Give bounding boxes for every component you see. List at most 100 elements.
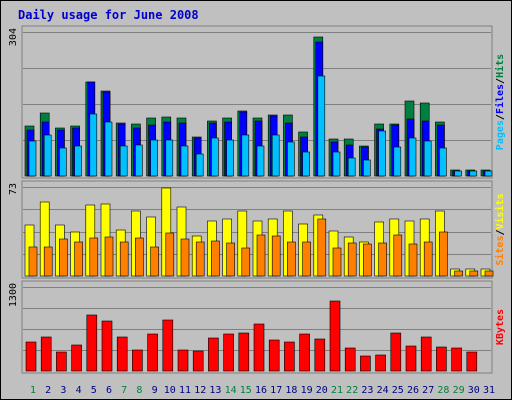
x-tick-label: 10 [164, 385, 176, 396]
series-sites [28, 218, 494, 277]
x-tick-label: 22 [346, 385, 358, 396]
bar-sites [89, 237, 99, 277]
x-tick-label: 21 [331, 385, 343, 396]
bar-sites [317, 218, 327, 277]
bar-sites [43, 246, 53, 277]
bar-kbytes [344, 347, 356, 372]
series-kbytes [25, 300, 478, 372]
bar-pages [271, 134, 280, 177]
legend-pages: Pages [495, 120, 506, 150]
x-tick-label: 11 [179, 385, 191, 396]
x-tick-label: 19 [301, 385, 313, 396]
x-tick-label: 13 [209, 385, 221, 396]
bar-kbytes [162, 319, 174, 372]
bar-kbytes [436, 346, 447, 372]
x-tick-label: 28 [437, 385, 449, 396]
bar-sites [241, 247, 251, 277]
bar-kbytes [132, 349, 143, 372]
bar-kbytes [451, 347, 462, 372]
x-tick-label: 17 [270, 385, 282, 396]
bar-pages [28, 140, 37, 177]
bar-pages [484, 170, 493, 177]
bar-pages [74, 145, 82, 177]
bar-kbytes [238, 332, 250, 372]
bar-sites [393, 234, 403, 277]
bar-pages [256, 145, 265, 177]
bar-sites [271, 235, 281, 277]
bar-sites [59, 238, 68, 277]
bar-sites [28, 246, 38, 277]
bar-pages [393, 146, 402, 177]
bar-pages [211, 137, 219, 177]
bar-kbytes [177, 349, 189, 372]
x-tick-label: 18 [285, 385, 297, 396]
bar-kbytes [390, 332, 402, 372]
max-value-label: 304 [8, 28, 19, 46]
bar-pages [165, 139, 174, 177]
x-tick-label: 4 [76, 385, 82, 396]
x-tick-label: 26 [407, 385, 419, 396]
legend-sites: Sites [494, 236, 506, 266]
max-value-label: 1300 [8, 283, 19, 307]
bar-pages [378, 130, 386, 177]
side-legend: KBytes [495, 309, 506, 345]
bar-kbytes [101, 320, 113, 372]
bar-pages [180, 145, 189, 177]
bar-kbytes [71, 344, 82, 372]
x-tick-label: 9 [152, 385, 158, 396]
panel-visitors: 73 Sites/Visits [8, 180, 506, 279]
legend-separator: / [495, 229, 506, 235]
x-tick-label: 25 [392, 385, 404, 396]
x-tick-label: 2 [45, 385, 51, 396]
bar-kbytes [253, 323, 265, 372]
bar-kbytes [223, 333, 234, 372]
legend-visits: Visits [494, 193, 506, 229]
bar-sites [363, 243, 372, 277]
bar-kbytes [360, 355, 371, 372]
bar-kbytes [40, 336, 52, 372]
bar-pages [59, 147, 67, 177]
legend-kbytes: KBytes [495, 309, 506, 345]
bar-kbytes [284, 341, 295, 372]
x-axis-labels: 1 2 3 4 5 6 7 8 9 10 11 12 13 14 15 16 17 18 19 20 21 22 23 24 2… [30, 385, 495, 396]
bar-pages [347, 157, 356, 177]
bar-kbytes [116, 336, 128, 372]
bar-kbytes [147, 333, 158, 372]
x-tick-label: 20 [316, 385, 328, 396]
legend-files: Files [494, 84, 506, 114]
panel-kbytes: 1300 KBytes [8, 280, 506, 374]
bar-kbytes [268, 339, 280, 372]
legend-hits: Hits [494, 54, 506, 78]
x-tick-label: 27 [422, 385, 434, 396]
x-tick-label: 31 [483, 385, 495, 396]
bar-pages [363, 159, 371, 177]
bar-sites [211, 240, 220, 277]
bar-kbytes [420, 336, 432, 372]
x-tick-label: 15 [240, 385, 252, 396]
bar-pages [43, 134, 52, 177]
bar-pages [241, 134, 250, 177]
bar-pages [104, 121, 113, 177]
x-tick-label: 29 [453, 385, 465, 396]
bar-kbytes [405, 345, 417, 372]
bar-sites [256, 234, 266, 277]
bar-sites [180, 238, 190, 277]
bar-pages [195, 153, 204, 177]
bar-pages [439, 147, 447, 177]
bar-sites [150, 246, 159, 277]
bar-kbytes [208, 337, 219, 372]
bar-pages [317, 75, 326, 177]
bar-pages [287, 141, 295, 177]
legend-separator: / [495, 78, 506, 84]
x-tick-label: 5 [91, 385, 97, 396]
x-tick-label: 6 [106, 385, 112, 396]
bar-pages [302, 151, 310, 177]
max-value-label: 73 [8, 183, 19, 195]
series-pages [28, 75, 493, 177]
legend-separator: / [495, 114, 506, 120]
bar-kbytes [25, 341, 37, 372]
x-tick-label: 23 [361, 385, 373, 396]
bar-sites [195, 241, 205, 277]
x-tick-label: 7 [121, 385, 127, 396]
